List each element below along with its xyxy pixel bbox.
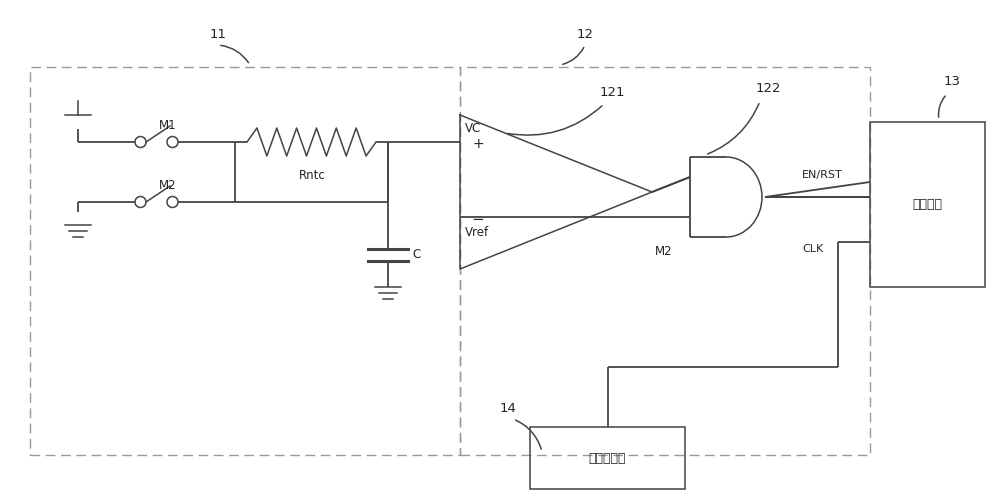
Text: CLK: CLK	[802, 244, 823, 254]
Text: Rntc: Rntc	[299, 169, 325, 182]
Text: M2: M2	[655, 246, 673, 258]
Text: 121: 121	[599, 85, 625, 98]
Text: 13: 13	[944, 76, 960, 88]
Text: 14: 14	[500, 403, 516, 415]
Bar	[530, 427, 685, 489]
Text: 计数电路: 计数电路	[912, 198, 942, 211]
Text: VC: VC	[465, 122, 481, 135]
Text: Vref: Vref	[465, 226, 489, 239]
Text: +: +	[472, 137, 484, 151]
Bar	[30, 67, 460, 455]
Text: M1: M1	[159, 119, 177, 132]
Text: 晶体振荡器: 晶体振荡器	[589, 451, 626, 465]
Text: EN/RST: EN/RST	[802, 170, 843, 180]
Bar	[460, 67, 870, 455]
Text: −: −	[472, 213, 484, 228]
Text: 12: 12	[576, 28, 594, 42]
Text: M2: M2	[159, 179, 177, 192]
Bar	[870, 122, 985, 287]
Text: 11: 11	[210, 28, 227, 42]
Text: C: C	[412, 248, 420, 261]
Text: 122: 122	[755, 83, 781, 95]
